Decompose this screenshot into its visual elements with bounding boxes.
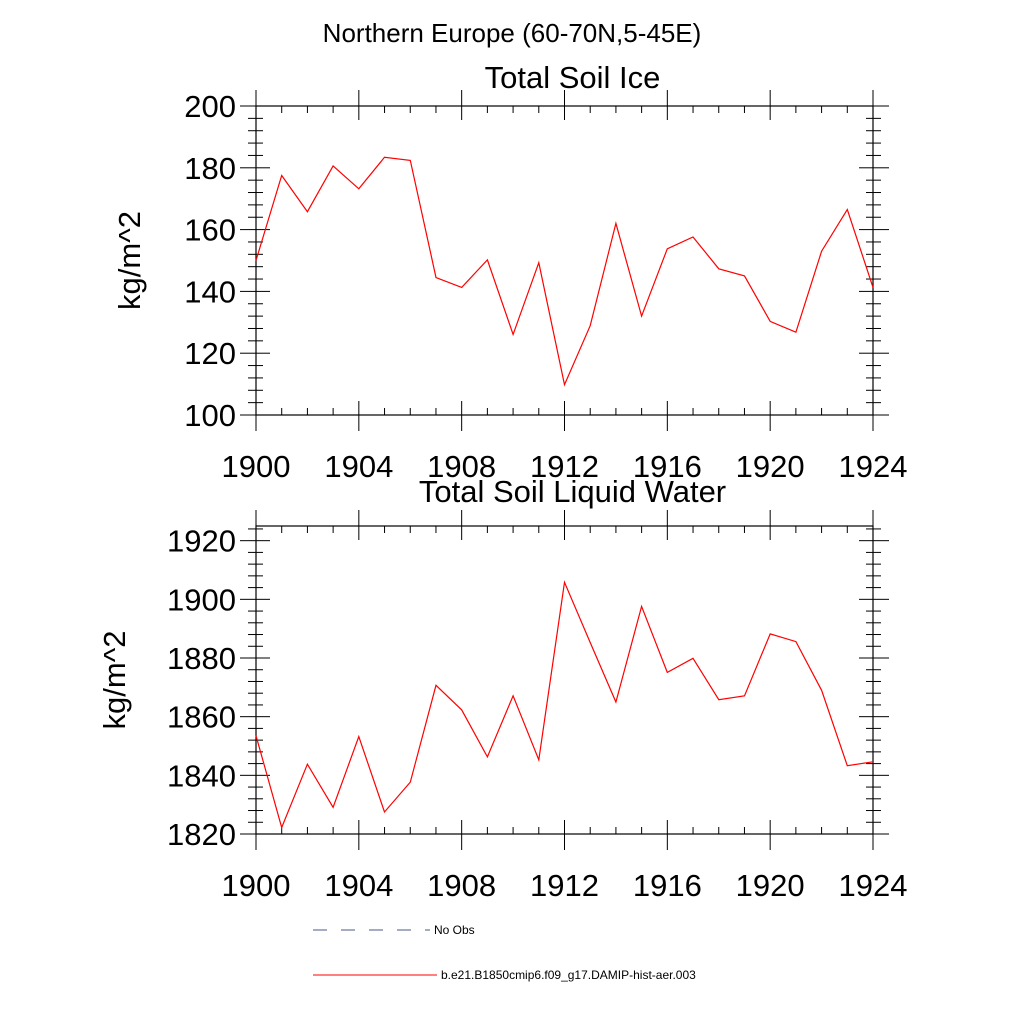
x-tick-label: 1900: [222, 449, 291, 484]
x-tick-label: 1912: [530, 868, 599, 903]
panel-title: Total Soil Ice: [485, 60, 661, 95]
x-tick-label: 1916: [633, 449, 702, 484]
y-tick-label: 100: [184, 398, 236, 433]
y-tick-label: 140: [184, 274, 236, 309]
panel-total-soil-liquid-water: Total Soil Liquid Water kg/m^2 1900 1904 190…: [97, 474, 907, 903]
y-tick-label: 1920: [167, 524, 236, 559]
x-tick-label: 1904: [324, 868, 393, 903]
x-tick-label: 1908: [427, 868, 496, 903]
panel-total-soil-ice: Total Soil Ice kg/m^2 1900 1904 1908 1912 1916…: [112, 60, 907, 484]
series-line: [255, 580, 874, 830]
y-tick-label: 1900: [167, 582, 236, 617]
x-tick-label: 1920: [736, 449, 805, 484]
x-tick-label: 1912: [530, 449, 599, 484]
legend-series-label: b.e21.B1850cmip6.f09_g17.DAMIP-hist-aer.…: [441, 968, 696, 982]
x-tick-label: 1908: [427, 449, 496, 484]
panel-title: Total Soil Liquid Water: [419, 474, 726, 509]
y-tick-label: 120: [184, 336, 236, 371]
plot-frame: [255, 105, 874, 416]
series-line: [255, 156, 874, 387]
y-tick-label: 1820: [167, 817, 236, 852]
y-tick-label: 160: [184, 213, 236, 248]
x-tick-label: 1924: [839, 449, 908, 484]
y-tick-label: 1880: [167, 641, 236, 676]
x-tick-label: 1920: [736, 868, 805, 903]
figure-title: Northern Europe (60-70N,5-45E): [323, 18, 702, 48]
y-tick-label: 1840: [167, 758, 236, 793]
x-tick-label: 1904: [324, 449, 393, 484]
legend-no-obs-label: No Obs: [434, 923, 475, 937]
y-tick-label: 1860: [167, 700, 236, 735]
plot-frame: [255, 525, 874, 835]
y-axis-label: kg/m^2: [97, 631, 132, 730]
x-tick-label: 1916: [633, 868, 702, 903]
y-axis-label: kg/m^2: [112, 211, 147, 310]
x-tick-label: 1924: [839, 868, 908, 903]
legend: No Obs b.e21.B1850cmip6.f09_g17.DAMIP-hi…: [313, 923, 696, 982]
y-tick-label: 200: [184, 89, 236, 124]
x-tick-label: 1900: [222, 868, 291, 903]
y-tick-label: 180: [184, 151, 236, 186]
